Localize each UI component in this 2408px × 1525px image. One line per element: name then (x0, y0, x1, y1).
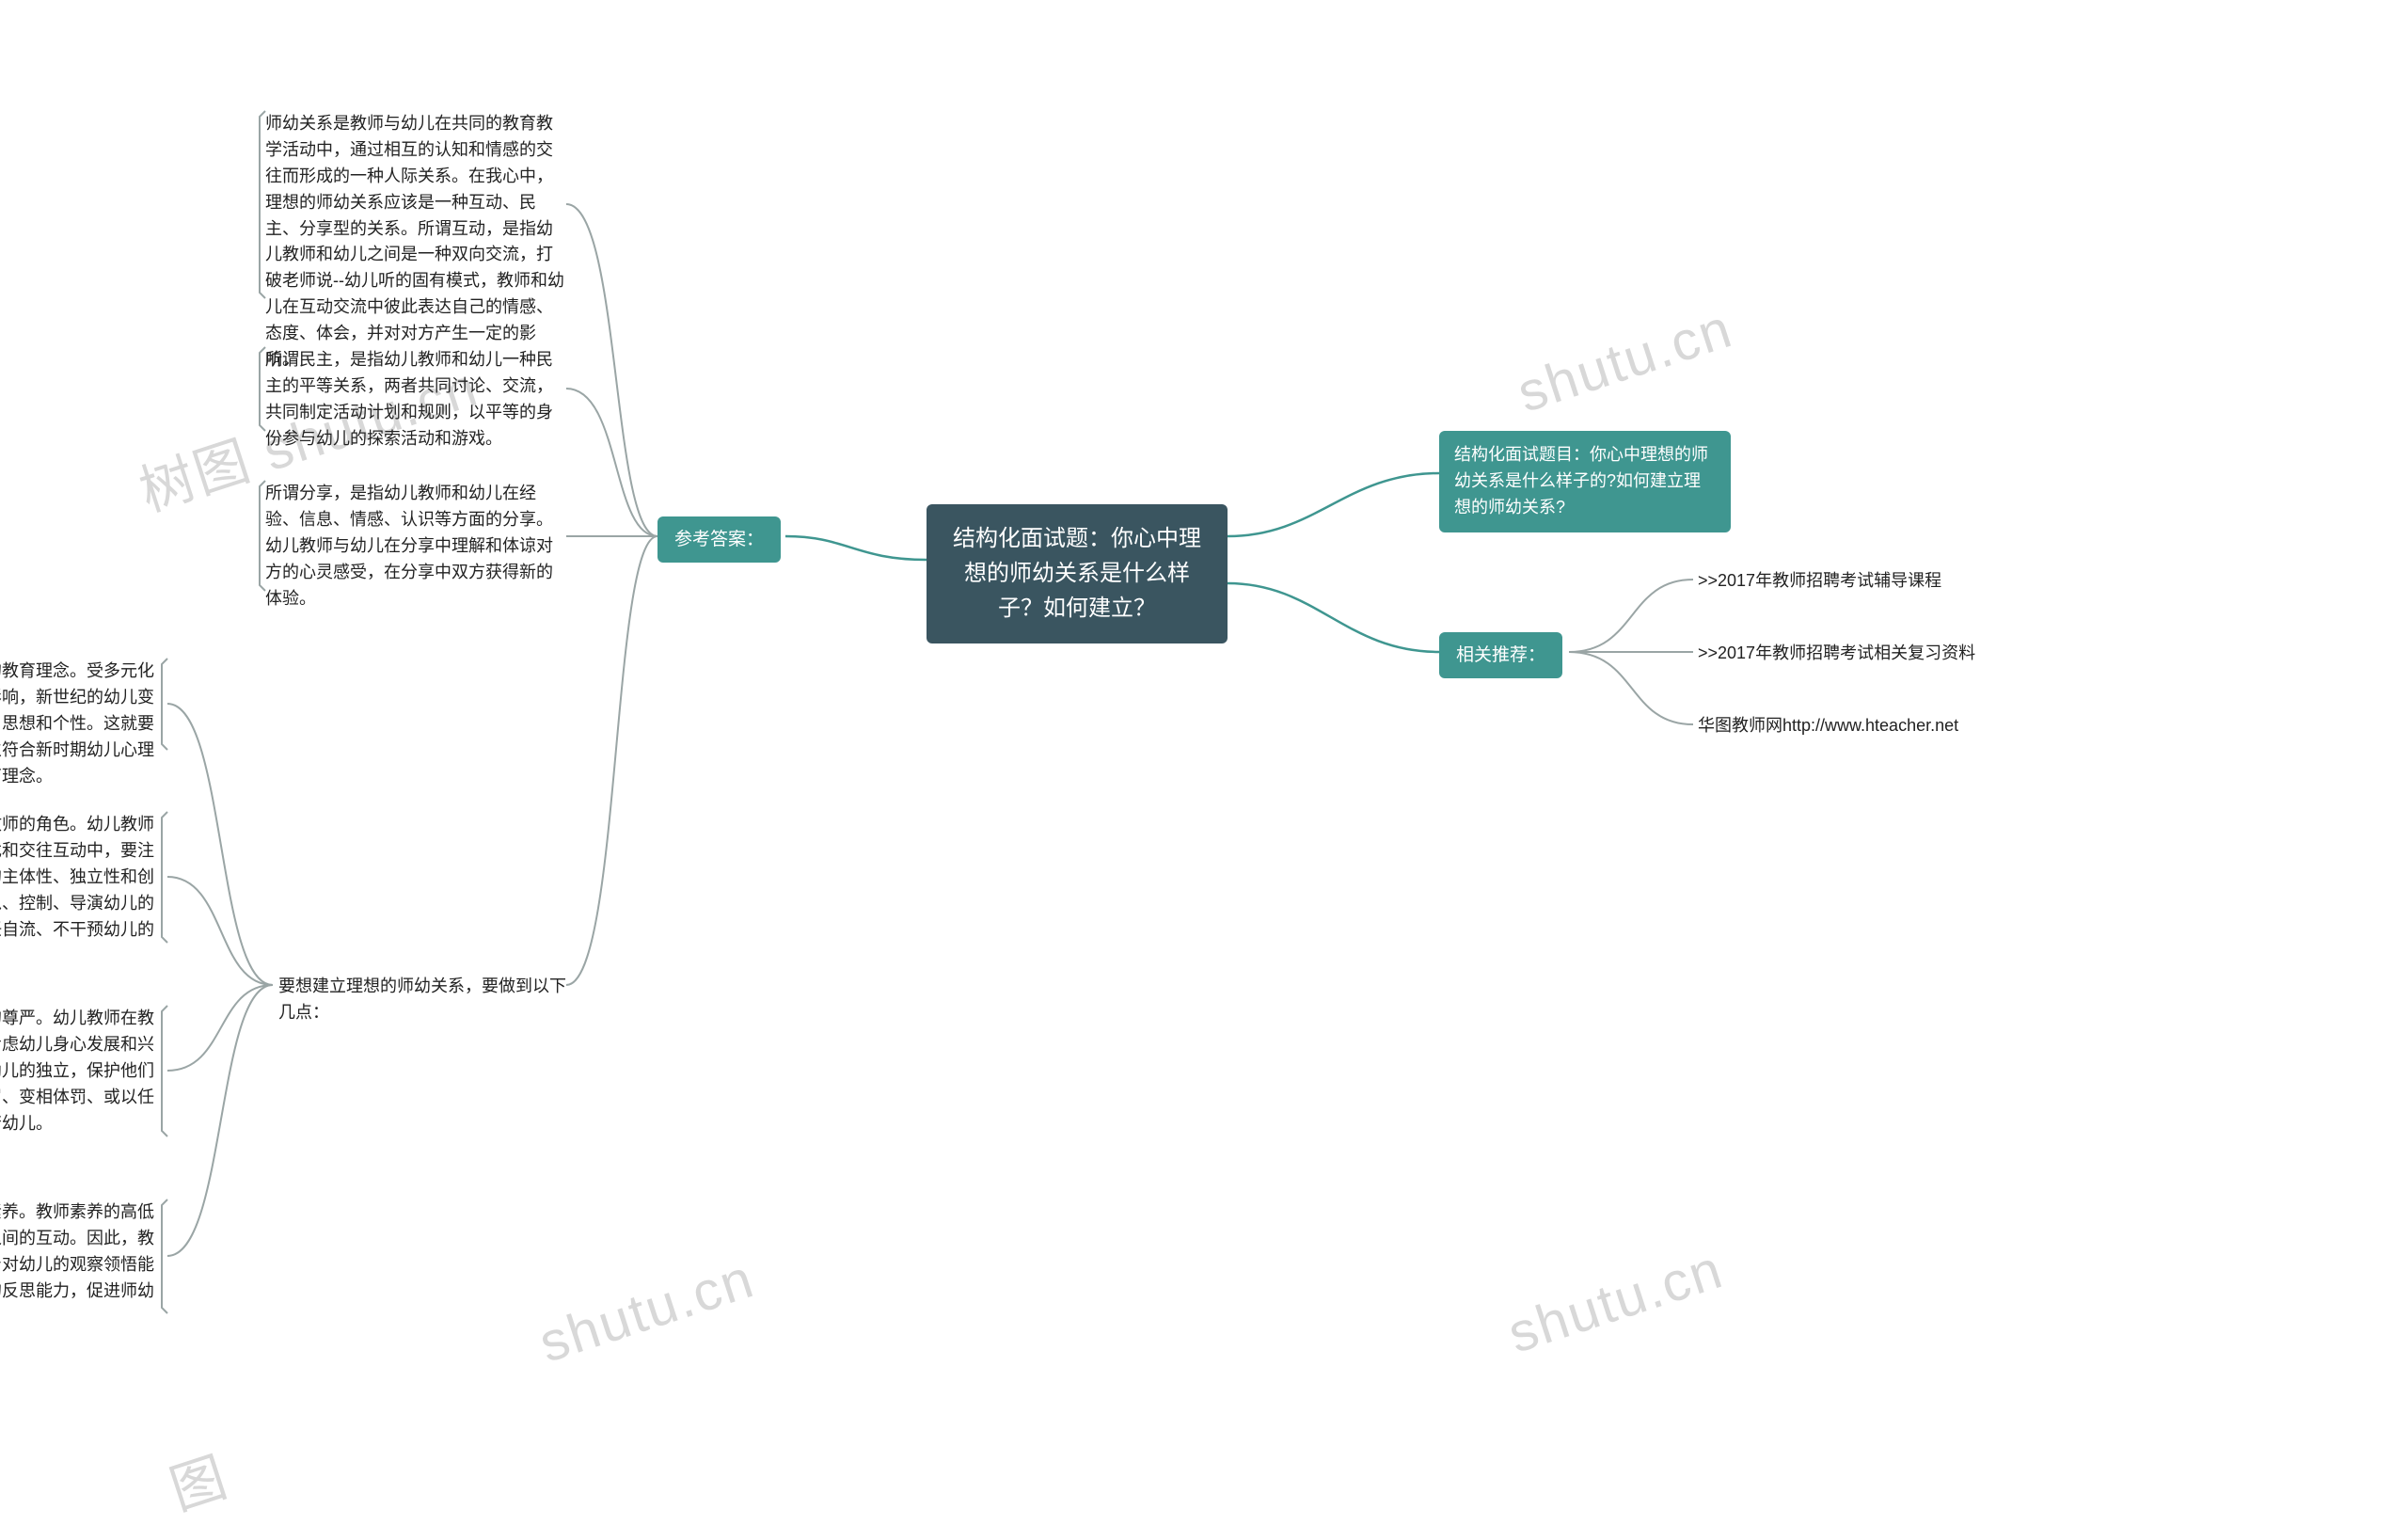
answer-para: 所谓分享，是指幼儿教师和幼儿在经验、信息、情感、认识等方面的分享。幼儿教师与幼儿… (265, 481, 566, 612)
watermark: 图 (158, 1433, 236, 1525)
watermark: shutu.cn (1510, 296, 1739, 424)
root-node[interactable]: 结构化面试题：你心中理想的师幼关系是什么样子？如何建立？ (927, 504, 1228, 643)
answer-para: 师幼关系是教师与幼儿在共同的教育教学活动中，通过相互的认知和情感的交往而形成的一… (265, 111, 566, 373)
point-item: 第二，科学定位教师的角色。幼儿教师在日常教学、游戏和交往互动中，要注意体现幼儿真… (0, 812, 167, 969)
related-node[interactable]: 相关推荐： (1439, 632, 1562, 678)
question-node[interactable]: 结构化面试题目：你心中理想的师幼关系是什么样子的?如何建立理想的师幼关系? (1439, 431, 1731, 532)
watermark: shutu.cn (1500, 1237, 1730, 1365)
related-item[interactable]: >>2017年教师招聘考试辅导课程 (1698, 568, 1941, 595)
answer-node[interactable]: 参考答案： (657, 516, 781, 563)
point-item: 第四，提高教师素养。教师素养的高低直接影响着师幼之间的互动。因此，教师要不断提高… (0, 1199, 167, 1330)
watermark: shutu.cn (531, 1247, 761, 1374)
point-item: 第一，树立新型的教育理念。受多元化文化和价值观的影响，新世纪的幼儿变得越来越有主… (0, 659, 167, 789)
related-item[interactable]: >>2017年教师招聘考试相关复习资料 (1698, 641, 1975, 667)
related-item[interactable]: 华图教师网http://www.hteacher.net (1698, 713, 1958, 739)
answer-para: 所谓民主，是指幼儿教师和幼儿一种民主的平等关系，两者共同讨论、交流，共同制定活动… (265, 347, 566, 453)
sub-label: 要想建立理想的师幼关系，要做到以下几点： (278, 974, 570, 1026)
point-item: 第三，尊重幼儿的尊严。幼儿教师在教育过程中要充分考虑幼儿身心发展和兴趣的需要，尊… (0, 1006, 167, 1136)
